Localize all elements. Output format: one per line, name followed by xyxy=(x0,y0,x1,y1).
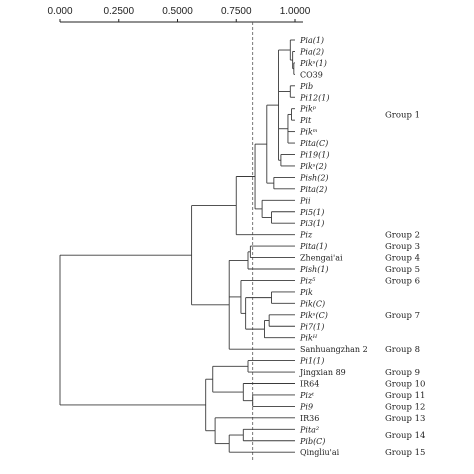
group-label: Group 11 xyxy=(385,391,425,401)
group-label: Group 2 xyxy=(385,231,420,241)
axis-tick-label: 0.2500 xyxy=(103,6,134,17)
leaf-label: Pita(C) xyxy=(299,139,328,148)
group-label: Group 1 xyxy=(385,110,420,120)
leaf-label: Pikˢ(C) xyxy=(299,311,328,320)
leaf-label: Pib xyxy=(299,82,313,91)
group-label: Group 5 xyxy=(385,265,420,275)
group-label: Group 8 xyxy=(385,345,420,355)
leaf-label: Pizᵗ xyxy=(299,391,314,400)
axis-tick-label: 0.7500 xyxy=(221,6,252,17)
leaf-label: Pii xyxy=(299,196,311,205)
leaf-label: Pib(C) xyxy=(299,437,325,446)
leaf-label: Pikᴴ xyxy=(299,334,318,343)
leaf-label: Pia(2) xyxy=(299,47,324,56)
group-label: Group 13 xyxy=(385,414,425,424)
leaf-label: Pi5(1) xyxy=(299,208,324,217)
group-label: Group 10 xyxy=(385,380,425,390)
group-label: Group 6 xyxy=(385,276,420,286)
leaf-label: Pi9 xyxy=(299,402,313,411)
leaf-label: Pita(1) xyxy=(299,242,327,251)
leaf-label: Pik xyxy=(299,288,313,297)
leaf-label: Pi12(1) xyxy=(299,93,329,102)
group-label: Group 9 xyxy=(385,368,420,378)
similarity-axis: 0.000 0.2500 0.5000 0.7500 1.0000 xyxy=(47,6,311,23)
leaf-label: Pi7(1) xyxy=(299,322,324,331)
leaf-label: Pikᵖ xyxy=(299,105,317,114)
leaf-label: IR64 xyxy=(300,380,319,389)
group-label: Group 7 xyxy=(385,311,420,321)
leaf-label: Pita² xyxy=(299,425,319,434)
leaf-label: Pik(C) xyxy=(299,299,325,308)
group-label: Group 3 xyxy=(385,242,420,252)
leaf-label: Pia(1) xyxy=(299,36,324,45)
leaf-label: Pi19(1) xyxy=(299,151,329,160)
group-label: Group 15 xyxy=(385,448,425,458)
leaf-label: Qingliu'ai xyxy=(300,448,340,457)
leaf-label: Pikˢ(2) xyxy=(299,162,327,171)
leaf-label: IR36 xyxy=(300,414,319,423)
leaf-label: Pita(2) xyxy=(299,185,327,194)
group-label: Group 14 xyxy=(385,431,425,441)
leaf-label: Piz⁵ xyxy=(299,276,316,285)
leaf-label: Sanhuangzhan 2 xyxy=(300,345,368,354)
leaf-label: Zhengai'ai xyxy=(300,254,343,263)
leaf-label: Pi3(1) xyxy=(299,219,324,228)
leaf-label: Piz xyxy=(299,231,313,240)
leaf-label: Pikˢ(1) xyxy=(299,59,327,68)
leaf-label: CO39 xyxy=(300,70,323,79)
group-label: Group 4 xyxy=(385,254,420,264)
leaf-label: Pish(1) xyxy=(299,265,329,274)
tree-branches xyxy=(59,39,295,453)
leaf-label: Pikᵐ xyxy=(299,128,318,137)
leaf-labels: Pia(1) Pia(2) Pikˢ(1) CO39 Pib Pi12(1) Pikᵖ Pit… xyxy=(299,36,368,457)
leaf-label: Jingxian 89 xyxy=(299,368,346,377)
leaf-label: Pish(2) xyxy=(299,173,329,182)
leaf-label: Pit xyxy=(299,116,312,125)
axis-tick-label: 1.0000 xyxy=(280,6,311,17)
group-label: Group 12 xyxy=(385,402,425,412)
axis-tick-label: 0.000 xyxy=(47,6,72,17)
axis-tick-label: 0.5000 xyxy=(162,6,193,17)
leaf-label: Pi1(1) xyxy=(299,357,324,366)
